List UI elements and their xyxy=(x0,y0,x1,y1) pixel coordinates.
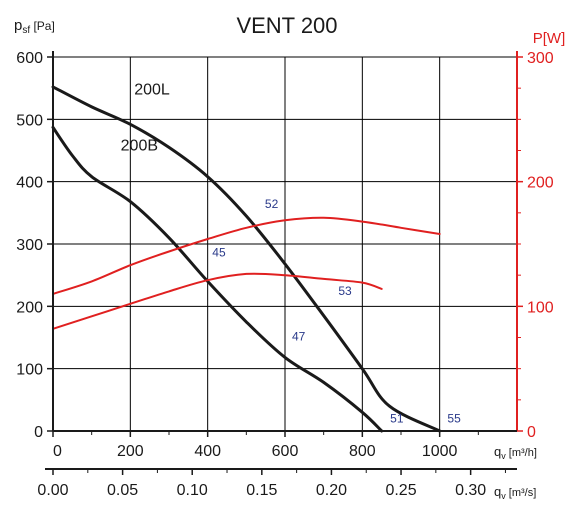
curve-annotation: 200B xyxy=(121,138,158,155)
curve-annotation: 45 xyxy=(212,245,226,259)
x-tick-label: 600 xyxy=(272,443,299,460)
power-curve-2 xyxy=(52,216,441,295)
x-tick-label: 400 xyxy=(194,443,221,460)
x2-tick-label: 0.15 xyxy=(246,482,277,499)
bottom-axis-label-unit: [m³/h] xyxy=(506,447,537,459)
curve-annotation: 47 xyxy=(292,330,306,344)
y2-tick-label: 0 xyxy=(527,424,536,441)
x2-tick-label: 0.30 xyxy=(455,482,486,499)
pressure-curve-0 xyxy=(51,85,442,433)
curve-annotation: 200L xyxy=(134,81,170,98)
bottom-axis-label-main: q xyxy=(494,444,501,459)
x-tick-label: 800 xyxy=(349,443,376,460)
bottom2-axis-label: qv [m³/s] xyxy=(494,484,536,501)
x2-tick-label: 0.00 xyxy=(37,482,68,499)
y-tick-label: 500 xyxy=(16,112,43,129)
bottom2-axis-label-main: q xyxy=(494,484,501,499)
y-tick-label: 300 xyxy=(16,237,43,254)
x-tick-label: 0 xyxy=(53,443,62,460)
x2-tick-label: 0.25 xyxy=(385,482,416,499)
curve-annotation: 52 xyxy=(265,197,279,211)
y2-tick-label: 300 xyxy=(527,50,554,67)
bottom-axis-label-sub: v xyxy=(501,451,506,461)
y-tick-label: 200 xyxy=(16,299,43,316)
y-tick-label: 0 xyxy=(34,424,43,441)
bottom2-axis-label-unit: [m³/s] xyxy=(506,487,537,499)
y2-tick-label: 100 xyxy=(527,299,554,316)
bottom-axis-label: qv [m³/h] xyxy=(494,444,537,461)
plot-area xyxy=(51,85,442,433)
x2-tick-label: 0.20 xyxy=(316,482,347,499)
left-axis-label-main: p xyxy=(14,17,22,34)
chart-title: VENT 200 xyxy=(236,13,337,38)
axes xyxy=(45,51,523,475)
left-axis-label-sub: sf xyxy=(22,25,30,36)
left-axis-label-unit: [Pa] xyxy=(30,19,55,33)
curve-annotation: 55 xyxy=(447,411,461,425)
pressure-curve-1 xyxy=(51,125,384,433)
y-tick-label: 100 xyxy=(16,362,43,379)
labels: VENT 200 P[W] psf [Pa] qv [m³/h] qv [m³/… xyxy=(14,13,565,501)
y-tick-label: 400 xyxy=(16,175,43,192)
y-tick-label: 600 xyxy=(16,50,43,67)
x-tick-label: 1000 xyxy=(422,443,458,460)
power-curve-3 xyxy=(52,272,383,330)
grid xyxy=(53,56,518,431)
bottom2-axis-label-sub: v xyxy=(501,491,506,501)
x2-tick-label: 0.05 xyxy=(107,482,138,499)
y2-tick-label: 200 xyxy=(527,175,554,192)
left-axis-label: psf [Pa] xyxy=(14,17,55,36)
curve-annotation: 51 xyxy=(390,411,404,425)
x2-tick-label: 0.10 xyxy=(177,482,208,499)
curve-annotation: 53 xyxy=(338,284,352,298)
x-tick-label: 200 xyxy=(117,443,144,460)
right-axis-label: P[W] xyxy=(533,30,566,47)
